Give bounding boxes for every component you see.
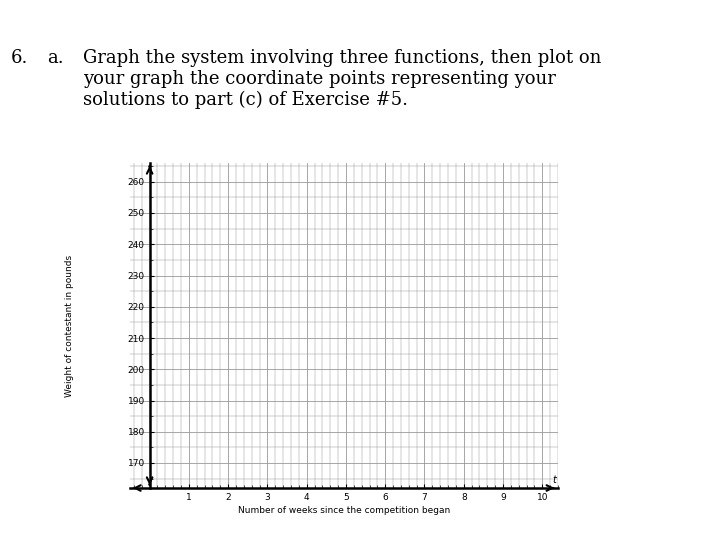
Text: a.: a.: [47, 49, 63, 67]
Text: Pathways Algebra II: Pathways Algebra II: [6, 11, 224, 29]
Text: Graph the system involving three functions, then plot on
your graph the coordina: Graph the system involving three functio…: [83, 49, 601, 109]
Text: © 2017 CARLSON & O'BRYAN: © 2017 CARLSON & O'BRYAN: [302, 511, 475, 525]
X-axis label: Number of weeks since the competition began: Number of weeks since the competition be…: [238, 506, 450, 515]
Text: 6.: 6.: [11, 49, 28, 67]
Text: Inv 1.7: Inv 1.7: [562, 511, 607, 525]
Text: t: t: [552, 476, 556, 485]
Text: 42: 42: [670, 511, 685, 525]
Y-axis label: Weight of contestant in pounds: Weight of contestant in pounds: [66, 254, 74, 396]
